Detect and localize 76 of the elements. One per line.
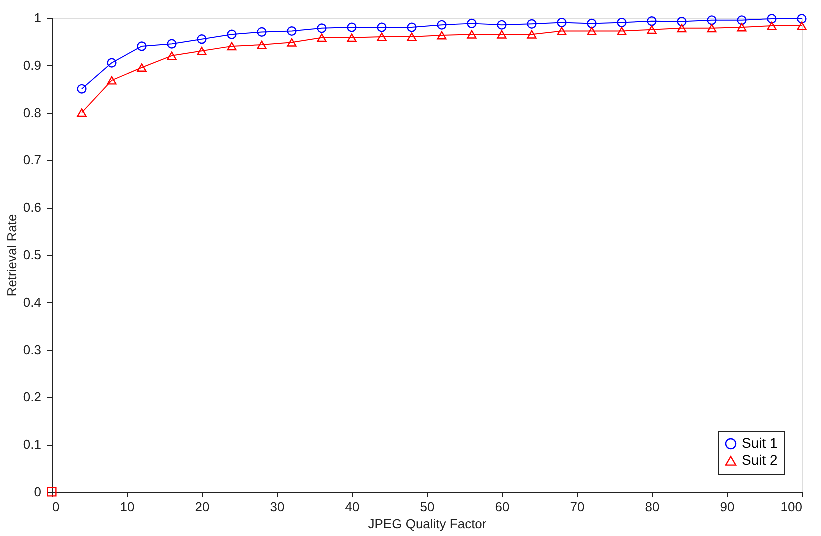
point — [497, 20, 507, 30]
y-tick-label: 0.5 — [23, 248, 42, 262]
point — [377, 22, 387, 32]
y-tick-label: 0.3 — [23, 342, 42, 358]
point — [137, 64, 147, 72]
point — [437, 20, 447, 30]
point — [797, 14, 807, 24]
point — [617, 18, 627, 28]
point — [647, 16, 657, 26]
x-tick-label: 30 — [270, 500, 285, 514]
point — [557, 18, 567, 28]
point — [527, 30, 537, 39]
y-tick-label: 1 — [34, 10, 42, 26]
point — [257, 40, 267, 50]
x-tick-label: 80 — [645, 500, 660, 514]
y-tick-label: 0.9 — [23, 58, 42, 73]
point — [767, 14, 777, 24]
legend-label: Suit 2 — [742, 452, 778, 468]
point — [737, 16, 747, 26]
point — [587, 27, 597, 36]
point — [197, 34, 207, 44]
point — [437, 31, 447, 40]
y-tick-label: 0.7 — [23, 152, 42, 168]
point — [497, 30, 507, 39]
point — [557, 27, 567, 36]
point — [767, 22, 777, 30]
point — [167, 39, 177, 49]
point — [707, 16, 717, 26]
point — [737, 23, 747, 32]
point — [257, 27, 267, 37]
y-tick-label: 0.8 — [23, 105, 42, 120]
x-tick-label: 60 — [495, 500, 510, 514]
point — [227, 42, 237, 51]
x-tick-label: 10 — [120, 500, 135, 514]
point — [317, 24, 327, 34]
y-axis-title: Retrieval Rate — [4, 214, 20, 297]
point — [227, 30, 237, 40]
point — [77, 108, 87, 118]
x-tick-label: 90 — [720, 500, 735, 514]
point — [527, 19, 537, 29]
point — [707, 24, 717, 33]
point — [287, 38, 297, 47]
x-tick-label: 70 — [570, 500, 585, 514]
point — [167, 52, 177, 60]
point — [797, 22, 807, 30]
x-tick-label: 0 — [52, 500, 60, 514]
point — [107, 58, 117, 68]
point — [107, 76, 117, 85]
point — [77, 84, 87, 94]
point — [137, 42, 147, 52]
x-tick-label: 50 — [420, 500, 435, 514]
point — [677, 24, 687, 33]
x-tick-label: 40 — [345, 500, 360, 514]
point — [197, 46, 207, 56]
point — [287, 26, 297, 36]
point — [587, 18, 597, 28]
point — [377, 32, 387, 42]
legend-label: Suit 1 — [742, 435, 778, 451]
point — [407, 32, 417, 42]
point — [467, 18, 477, 28]
point — [347, 34, 357, 42]
point — [467, 30, 477, 39]
point — [317, 34, 327, 42]
y-tick-label: 0.4 — [23, 294, 42, 310]
point — [407, 22, 417, 32]
y-tick-label: 0.1 — [23, 437, 42, 452]
point — [677, 17, 687, 27]
y-tick-label: 0.6 — [23, 200, 42, 216]
point — [617, 27, 627, 36]
x-axis-title: JPEG Quality Factor — [368, 516, 488, 532]
y-tick-label: 0.2 — [23, 390, 42, 405]
point — [347, 22, 357, 32]
x-tick-label: 100 — [780, 500, 802, 514]
x-tick-label: 20 — [195, 500, 210, 514]
y-tick-label: 0 — [34, 484, 42, 500]
point — [647, 26, 657, 34]
